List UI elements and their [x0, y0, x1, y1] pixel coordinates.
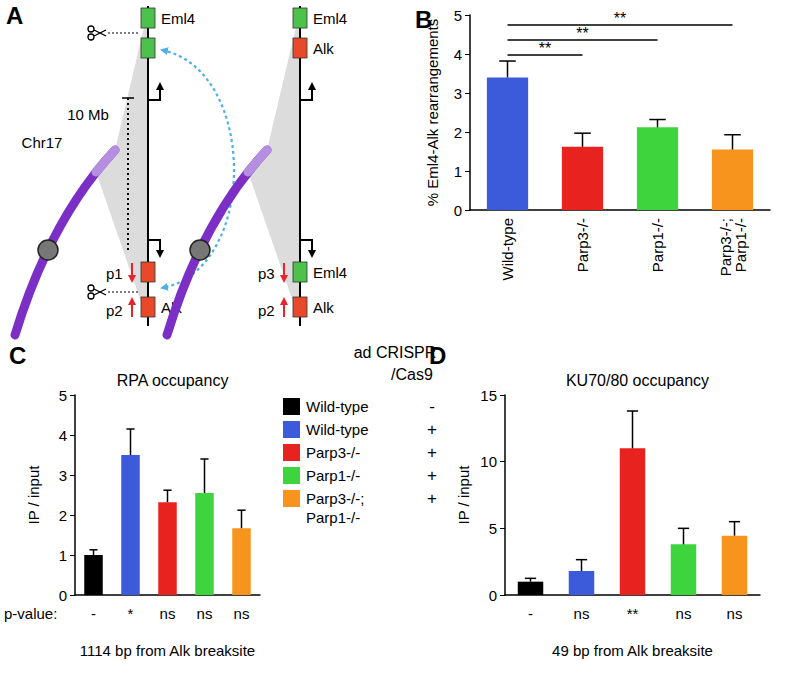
- svg-text:+: +: [427, 489, 437, 508]
- svg-text:Alk: Alk: [313, 40, 334, 57]
- svg-text:3: 3: [454, 85, 462, 102]
- svg-text:Parp1-/-: Parp1-/-: [306, 467, 360, 484]
- svg-text:5: 5: [59, 387, 67, 404]
- svg-text:C: C: [9, 342, 26, 369]
- svg-text:p2: p2: [106, 302, 123, 319]
- svg-text:ns: ns: [727, 605, 743, 622]
- svg-text:**: **: [539, 40, 551, 57]
- svg-text:49 bp from Alk breaksite: 49 bp from Alk breaksite: [552, 642, 713, 659]
- svg-text:% Eml4-Alk rearrangements: % Eml4-Alk rearrangements: [424, 19, 441, 207]
- svg-text:B: B: [415, 6, 432, 33]
- svg-text:*: *: [128, 605, 134, 622]
- svg-text:15: 15: [480, 387, 497, 404]
- svg-text:ns: ns: [234, 605, 250, 622]
- svg-text:ns: ns: [676, 605, 692, 622]
- svg-text:**: **: [614, 10, 626, 27]
- svg-text:D: D: [429, 342, 446, 369]
- svg-text:5: 5: [489, 520, 497, 537]
- svg-text:p3: p3: [258, 265, 275, 282]
- svg-text:0: 0: [489, 587, 497, 604]
- svg-text:+: +: [427, 420, 437, 439]
- svg-text:10 Mb: 10 Mb: [67, 106, 109, 123]
- svg-text:ns: ns: [197, 605, 213, 622]
- svg-text:0: 0: [59, 587, 67, 604]
- svg-text:Parp3-/-;Parp1-/-: Parp3-/-;Parp1-/-: [306, 490, 364, 526]
- svg-text:-: -: [429, 397, 435, 416]
- svg-text:Parp1-/-: Parp1-/-: [649, 218, 666, 272]
- svg-text:**: **: [576, 25, 588, 42]
- svg-text:KU70/80 occupancy: KU70/80 occupancy: [566, 372, 709, 389]
- svg-text:/Cas9: /Cas9: [391, 366, 433, 383]
- svg-text:3: 3: [59, 467, 67, 484]
- svg-text:Wild-type: Wild-type: [306, 398, 369, 415]
- svg-text:10: 10: [480, 453, 497, 470]
- svg-text:Eml4: Eml4: [313, 10, 347, 27]
- svg-text:ns: ns: [160, 605, 176, 622]
- svg-text:Chr17: Chr17: [22, 134, 63, 151]
- svg-text:+: +: [427, 466, 437, 485]
- svg-text:+: +: [427, 443, 437, 462]
- svg-text:Eml4: Eml4: [161, 10, 195, 27]
- svg-text:RPA occupancy: RPA occupancy: [117, 372, 229, 389]
- svg-text:Parp3-/-;: Parp3-/-;: [716, 218, 734, 277]
- svg-text:**: **: [627, 605, 639, 622]
- svg-text:1: 1: [59, 547, 67, 564]
- svg-text:2: 2: [454, 124, 462, 141]
- svg-text:Wild-type: Wild-type: [499, 218, 516, 281]
- svg-text:p2: p2: [258, 302, 275, 319]
- svg-text:1114 bp from Alk breaksite: 1114 bp from Alk breaksite: [80, 642, 255, 659]
- svg-text:p-value:: p-value:: [4, 605, 57, 622]
- svg-text:Parp1-/-: Parp1-/-: [732, 218, 749, 272]
- svg-text:p1: p1: [106, 265, 123, 282]
- svg-text:2: 2: [59, 507, 67, 524]
- svg-text:Parp3-/-: Parp3-/-: [306, 444, 360, 461]
- svg-text:A: A: [6, 2, 23, 29]
- svg-text:Parp3-/-: Parp3-/-: [574, 218, 591, 272]
- svg-text:IP / input: IP / input: [25, 465, 42, 525]
- svg-text:-: -: [528, 605, 533, 622]
- svg-text:ad CRISPR: ad CRISPR: [354, 344, 437, 361]
- svg-text:-: -: [91, 605, 96, 622]
- svg-text:4: 4: [454, 46, 462, 63]
- svg-text:Wild-type: Wild-type: [306, 421, 369, 438]
- svg-text:Eml4: Eml4: [313, 264, 347, 281]
- svg-text:Alk: Alk: [313, 299, 334, 316]
- svg-text:Alk: Alk: [161, 299, 182, 316]
- svg-text:4: 4: [59, 427, 67, 444]
- svg-text:1: 1: [454, 163, 462, 180]
- svg-text:0: 0: [454, 202, 462, 219]
- svg-text:ns: ns: [574, 605, 590, 622]
- svg-text:IP / input: IP / input: [455, 465, 472, 525]
- svg-text:5: 5: [454, 7, 462, 24]
